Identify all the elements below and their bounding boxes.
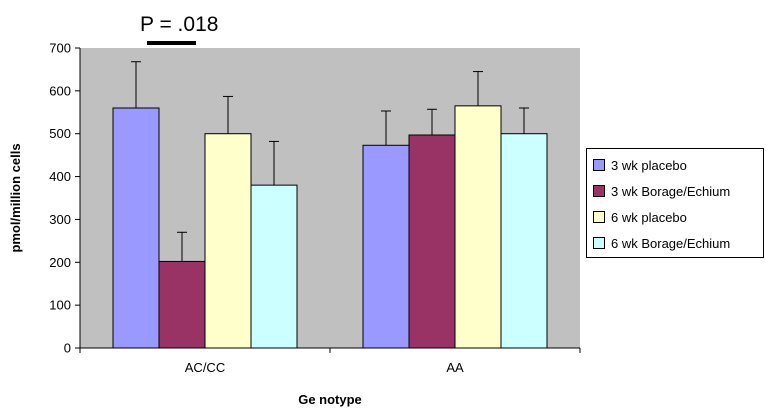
legend-item: 3 wk Borage/Echium — [593, 178, 763, 204]
bar — [204, 133, 252, 349]
legend-label: 3 wk placebo — [611, 157, 687, 173]
bar — [250, 184, 298, 349]
y-tick-label: 700 — [49, 41, 71, 56]
legend-label: 3 wk Borage/Echium — [611, 183, 731, 199]
y-axis-ticks: 0 100 200 300 400 500 600 700 — [49, 41, 80, 356]
significance-annotation: P = .018 — [140, 13, 218, 36]
y-tick-label: 400 — [49, 169, 71, 184]
bar — [454, 105, 502, 349]
legend-swatch — [593, 211, 605, 223]
legend-label: 6 wk placebo — [611, 209, 687, 225]
x-tick-label: AC/CC — [185, 360, 225, 375]
x-tick-label: AA — [446, 360, 464, 375]
x-axis-ticks: AC/CC AA — [79, 348, 581, 375]
legend-item: 3 wk placebo — [593, 152, 763, 178]
y-tick-label: 100 — [49, 298, 71, 313]
legend: 3 wk placebo 3 wk Borage/Echium 6 wk pla… — [586, 148, 764, 258]
bar — [362, 144, 410, 349]
error-bars — [131, 61, 529, 262]
legend-swatch — [593, 159, 605, 171]
bar — [408, 134, 456, 349]
y-tick-label: 200 — [49, 255, 71, 270]
legend-swatch — [593, 237, 605, 249]
y-axis-title: pmol/million cells — [8, 143, 23, 252]
y-tick-label: 0 — [64, 341, 71, 356]
bar — [112, 107, 160, 349]
bar — [158, 260, 206, 349]
legend-item: 6 wk placebo — [593, 204, 763, 230]
y-tick-label: 300 — [49, 212, 71, 227]
y-tick-label: 500 — [49, 126, 71, 141]
bars — [112, 105, 548, 349]
y-tick-label: 600 — [49, 83, 71, 98]
x-axis-title: Ge notype — [298, 392, 362, 407]
legend-item: 6 wk Borage/Echium — [593, 230, 763, 256]
legend-label: 6 wk Borage/Echium — [611, 235, 731, 251]
legend-swatch — [593, 185, 605, 197]
bar — [500, 133, 548, 349]
